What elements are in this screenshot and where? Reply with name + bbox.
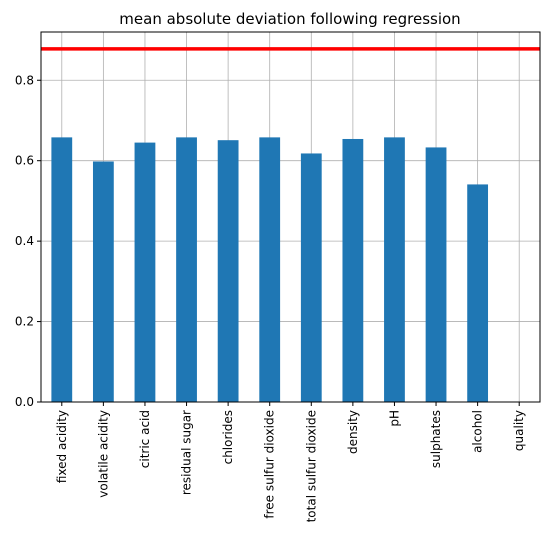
x-tick-label: pH bbox=[387, 410, 401, 427]
bar bbox=[425, 147, 447, 402]
x-tick-label: fixed acidity bbox=[55, 410, 69, 483]
bar bbox=[384, 137, 405, 402]
x-tick-label: residual sugar bbox=[180, 410, 194, 495]
chart-title: mean absolute deviation following regres… bbox=[119, 10, 460, 28]
bar bbox=[134, 142, 156, 402]
bar bbox=[51, 137, 73, 402]
x-axis-ticks: fixed acidity volatile acidity citric acid… bbox=[55, 402, 526, 522]
y-tick-label: 0.0 bbox=[15, 395, 34, 409]
bar bbox=[342, 138, 364, 402]
bar bbox=[92, 161, 114, 402]
bar bbox=[300, 153, 322, 402]
bar bbox=[259, 137, 281, 402]
y-tick-label: 0.8 bbox=[15, 73, 34, 87]
x-tick-label: total sulfur dioxide bbox=[304, 410, 318, 522]
bar bbox=[176, 137, 197, 402]
x-tick-label: free sulfur dioxide bbox=[263, 410, 277, 519]
x-tick-label: citric acid bbox=[138, 410, 152, 468]
x-tick-label: sulphates bbox=[429, 410, 443, 468]
grid-lines bbox=[41, 32, 540, 403]
plot-frame bbox=[40, 31, 541, 403]
y-tick-label: 0.4 bbox=[15, 234, 34, 248]
y-tick-label: 0.2 bbox=[15, 315, 34, 329]
bar bbox=[467, 184, 489, 402]
x-tick-label: chlorides bbox=[221, 410, 235, 464]
x-tick-label: alcohol bbox=[471, 410, 485, 453]
y-axis-ticks: 0.0 0.2 0.4 0.6 0.8 bbox=[15, 73, 41, 409]
x-tick-label: volatile acidity bbox=[96, 410, 110, 498]
bar bbox=[217, 140, 239, 402]
axes bbox=[40, 31, 541, 403]
x-tick-label: quality bbox=[512, 410, 526, 451]
bars bbox=[51, 137, 489, 402]
y-tick-label: 0.6 bbox=[15, 154, 34, 168]
x-tick-label: density bbox=[346, 410, 360, 454]
